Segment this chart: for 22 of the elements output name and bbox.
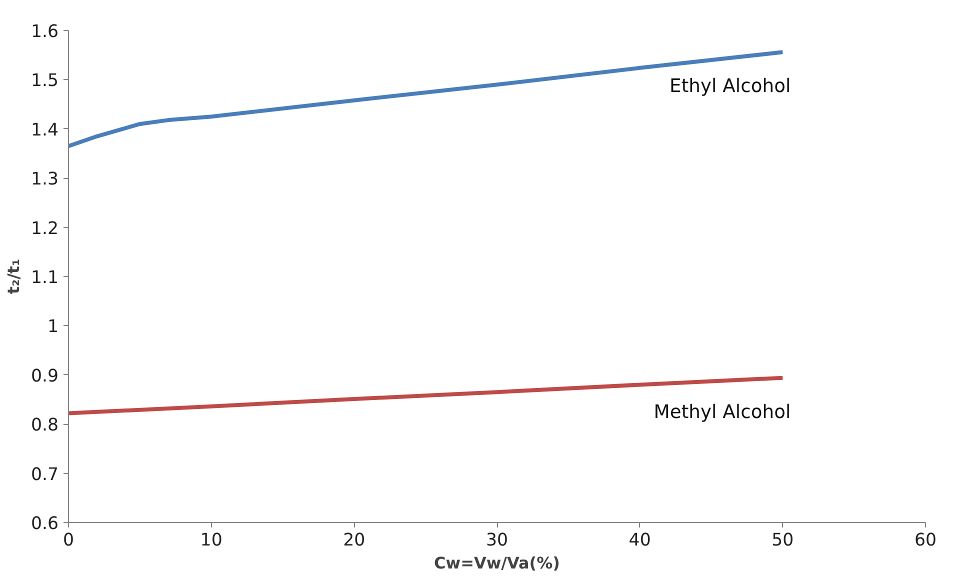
y-tick-label: 0.8 — [30, 416, 59, 436]
y-tick-label: 1.3 — [30, 170, 59, 190]
y-tick-label: 1.5 — [30, 71, 59, 92]
series-label: Methyl Alcohol — [654, 402, 791, 423]
y-axis-title: t₂/t₁ — [4, 258, 23, 294]
x-tick-label: 20 — [343, 530, 366, 550]
y-tick-label: 1.6 — [30, 22, 59, 42]
y-tick-label: 0.6 — [30, 514, 59, 534]
series-label: Ethyl Alcohol — [670, 76, 791, 98]
y-tick-label: 0.7 — [30, 464, 59, 485]
y-tick-label: 1.1 — [30, 268, 59, 288]
x-axis-title: Cw=Vw/Va(%) — [434, 554, 560, 572]
y-tick-label: 0.9 — [30, 366, 59, 386]
y-tick-label: 1.4 — [30, 120, 59, 140]
x-tick-label: 60 — [914, 530, 937, 550]
y-tick-label: 1 — [47, 317, 59, 338]
y-tick-label: 1.2 — [30, 218, 59, 239]
x-tick-label: 50 — [772, 530, 794, 550]
x-tick-label: 40 — [628, 530, 651, 550]
x-tick-label: 10 — [200, 530, 222, 550]
x-tick-label: 0 — [62, 530, 74, 550]
x-tick-label: 30 — [486, 530, 508, 550]
